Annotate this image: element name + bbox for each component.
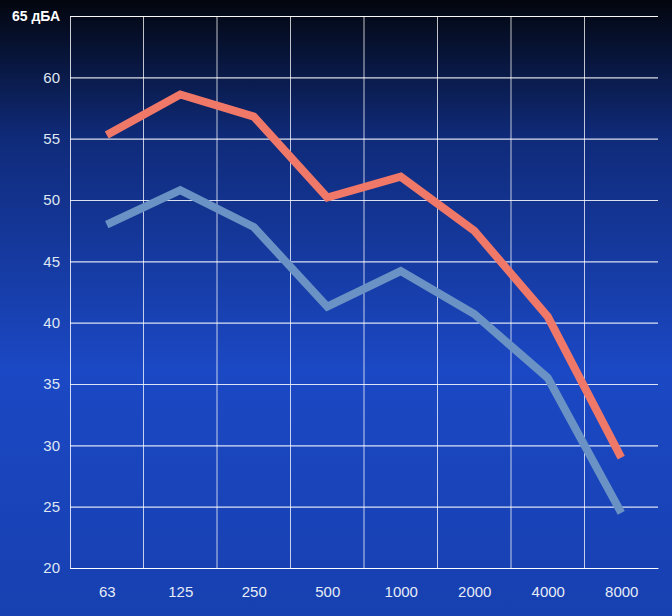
y-tick-label: 20 [43, 559, 60, 576]
x-grid-line [584, 16, 585, 568]
x-tick: 4000 [532, 568, 565, 600]
x-tick-label: 1000 [385, 583, 418, 600]
y-tick: 45 [43, 253, 658, 270]
grid-line [70, 568, 658, 569]
x-tick: 8000 [605, 568, 638, 600]
x-tick-label: 125 [168, 583, 193, 600]
y-tick: 20 [43, 559, 658, 576]
y-axis: 20 25 30 35 40 45 50 55 60 65 дБА [12, 8, 658, 576]
x-tick: 500 [315, 568, 340, 600]
grid-line [70, 16, 658, 17]
y-tick: 25 [43, 498, 658, 515]
x-grid-line [143, 16, 144, 568]
y-tick-label: 30 [43, 437, 60, 454]
y-tick-label: 40 [43, 314, 60, 331]
lines [107, 95, 622, 513]
x-tick: 1000 [385, 568, 418, 600]
x-tick-label: 8000 [605, 583, 638, 600]
grid-line [70, 261, 658, 262]
y-axis-line [71, 17, 659, 569]
plot: 20 25 30 35 40 45 50 55 60 65 дБА 63 125 250 500 1000 2… [12, 8, 659, 600]
y-tick-label: 50 [43, 191, 60, 208]
grid-line [70, 384, 658, 385]
x-axis-line [71, 568, 659, 569]
y-tick: 30 [43, 437, 658, 454]
y-tick: 55 [43, 130, 658, 147]
x-tick: 125 [168, 568, 193, 600]
y-tick: 65 дБА [12, 8, 658, 24]
x-tick-label: 2000 [458, 583, 491, 600]
y-tick: 40 [43, 314, 658, 331]
grid-line [70, 323, 658, 324]
background [0, 0, 672, 616]
y-tick-label: 55 [43, 130, 60, 147]
x-tick-label: 63 [99, 583, 116, 600]
x-tick: 63 [99, 568, 116, 600]
grid-line [70, 139, 658, 140]
x-tick: 250 [242, 568, 267, 600]
y-tick-label: 45 [43, 253, 60, 270]
series-line [107, 95, 622, 458]
grid-line [70, 445, 658, 446]
x-tick: 2000 [458, 568, 491, 600]
series-line [107, 190, 622, 513]
y-tick-label: 25 [43, 498, 60, 515]
x-grid-line [511, 16, 512, 568]
y-tick-label: 65 дБА [12, 8, 60, 24]
x-tick-label: 500 [315, 583, 340, 600]
y-tick: 60 [43, 69, 658, 86]
x-tick-label: 250 [242, 583, 267, 600]
chart: 20 25 30 35 40 45 50 55 60 65 дБА 63 125 250 500 1000 2… [0, 0, 672, 616]
x-grid-line [290, 16, 291, 568]
y-tick: 35 [43, 375, 658, 392]
grid-line [70, 77, 658, 78]
x-axis: 63 125 250 500 1000 2000 4000 8000 [71, 568, 659, 600]
x-tick-label: 4000 [532, 583, 565, 600]
x-grid-line [217, 16, 218, 568]
y-tick-label: 35 [43, 375, 60, 392]
grid-line [70, 507, 658, 508]
y-tick-label: 60 [43, 69, 60, 86]
